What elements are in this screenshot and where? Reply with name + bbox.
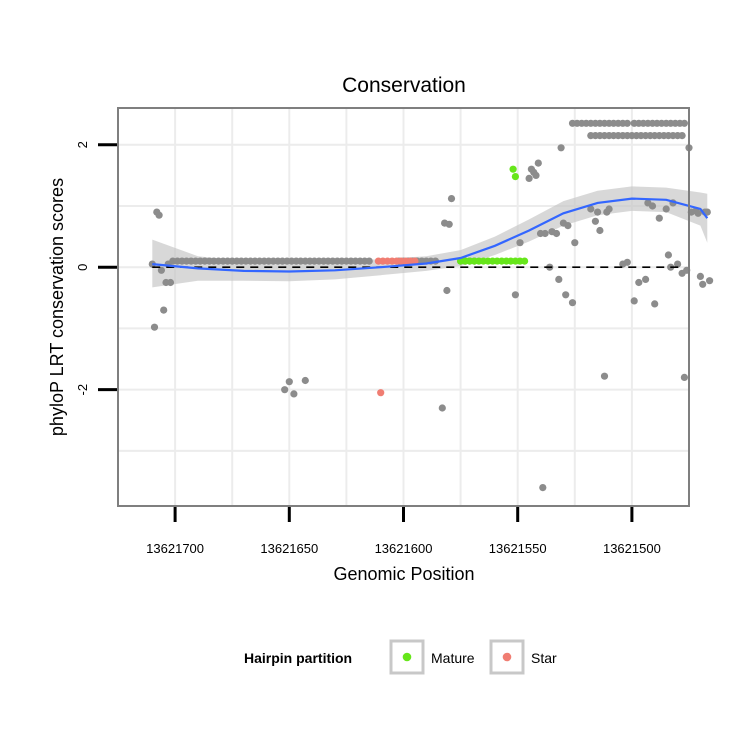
point-other bbox=[552, 229, 561, 238]
point-other bbox=[642, 275, 650, 283]
point-other bbox=[594, 208, 602, 216]
point-other bbox=[532, 171, 540, 179]
plot-border bbox=[117, 107, 690, 507]
point-other bbox=[160, 306, 168, 314]
y-axis: 2 0 -2 bbox=[75, 141, 117, 395]
point-other bbox=[447, 195, 456, 203]
legend-swatch-star bbox=[502, 652, 512, 662]
legend-label-star: Star bbox=[531, 650, 557, 666]
legend: Hairpin partition Mature Star bbox=[244, 639, 557, 675]
point-other bbox=[285, 378, 293, 386]
point-other bbox=[655, 214, 663, 222]
point-other bbox=[150, 323, 159, 331]
x-axis: 13621700 13621650 13621600 13621550 13621500 bbox=[146, 507, 661, 556]
point-other bbox=[596, 226, 604, 235]
y-tick-label: 0 bbox=[75, 264, 90, 271]
y-tick-label: -2 bbox=[75, 384, 90, 396]
y-axis-title: phyloP LRT conservation scores bbox=[47, 178, 67, 436]
point-other bbox=[662, 205, 670, 213]
point-other bbox=[525, 174, 533, 182]
point-other bbox=[290, 390, 298, 398]
x-tick-label: 13621500 bbox=[603, 541, 661, 556]
point-other bbox=[694, 209, 702, 217]
x-axis-title: Genomic Position bbox=[333, 564, 474, 584]
point-other bbox=[680, 119, 689, 127]
point-other bbox=[703, 208, 711, 216]
point-mature bbox=[509, 165, 517, 173]
point-other bbox=[166, 278, 175, 287]
point-other bbox=[664, 251, 673, 259]
point-other bbox=[438, 404, 446, 412]
point-mature bbox=[521, 257, 529, 265]
gridlines bbox=[118, 108, 689, 506]
point-other bbox=[541, 229, 549, 238]
point-other bbox=[443, 286, 451, 295]
point-other bbox=[557, 144, 565, 152]
point-other bbox=[555, 275, 563, 283]
point-other bbox=[534, 159, 542, 167]
legend-title: Hairpin partition bbox=[244, 650, 352, 666]
point-other bbox=[301, 376, 309, 385]
x-tick-label: 13621700 bbox=[146, 541, 204, 556]
point-other bbox=[445, 220, 453, 228]
point-other bbox=[696, 272, 705, 280]
data-points bbox=[148, 119, 714, 492]
x-tick-label: 13621650 bbox=[260, 541, 318, 556]
x-tick-label: 13621600 bbox=[375, 541, 433, 556]
y-tick-label: 2 bbox=[75, 141, 90, 148]
point-other bbox=[635, 278, 643, 287]
loess-fit-path bbox=[152, 197, 709, 273]
point-other bbox=[568, 299, 577, 307]
chart-title: Conservation bbox=[342, 74, 466, 97]
point-other bbox=[155, 211, 163, 219]
point-other bbox=[511, 291, 519, 299]
point-other bbox=[699, 280, 707, 288]
point-other bbox=[630, 297, 638, 305]
point-other bbox=[564, 222, 572, 230]
point-other bbox=[539, 484, 547, 492]
point-other bbox=[680, 373, 689, 381]
point-other bbox=[148, 260, 156, 268]
point-other bbox=[623, 258, 631, 266]
point-other bbox=[516, 239, 524, 247]
x-tick-label: 13621550 bbox=[489, 541, 547, 556]
point-mature bbox=[511, 173, 519, 181]
point-other bbox=[651, 300, 659, 308]
point-other bbox=[281, 386, 289, 394]
legend-swatch-mature bbox=[402, 652, 412, 662]
point-other bbox=[587, 205, 595, 213]
legend-item-star: Star bbox=[489, 639, 557, 675]
point-other bbox=[605, 205, 613, 213]
point-other bbox=[157, 266, 165, 274]
point-other bbox=[571, 239, 579, 247]
point-other bbox=[706, 277, 714, 285]
legend-label-mature: Mature bbox=[431, 650, 475, 666]
loess-fit-line bbox=[152, 197, 709, 273]
point-other bbox=[674, 260, 682, 268]
point-other bbox=[678, 132, 686, 140]
point-other bbox=[648, 202, 657, 210]
point-other bbox=[562, 291, 570, 299]
point-star bbox=[377, 389, 385, 397]
point-other bbox=[600, 372, 609, 380]
legend-item-mature: Mature bbox=[389, 639, 475, 675]
point-other bbox=[365, 257, 373, 265]
point-star bbox=[411, 257, 419, 265]
point-other bbox=[623, 119, 631, 127]
point-other bbox=[591, 217, 600, 225]
